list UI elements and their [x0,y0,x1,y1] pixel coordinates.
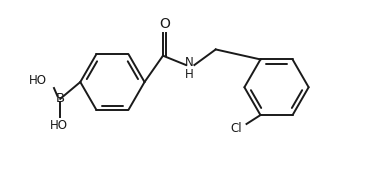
Text: B: B [56,92,65,105]
Text: O: O [159,17,170,31]
Text: HO: HO [49,119,67,132]
Text: Cl: Cl [230,122,242,135]
Text: N
H: N H [185,56,194,81]
Text: HO: HO [29,74,47,87]
